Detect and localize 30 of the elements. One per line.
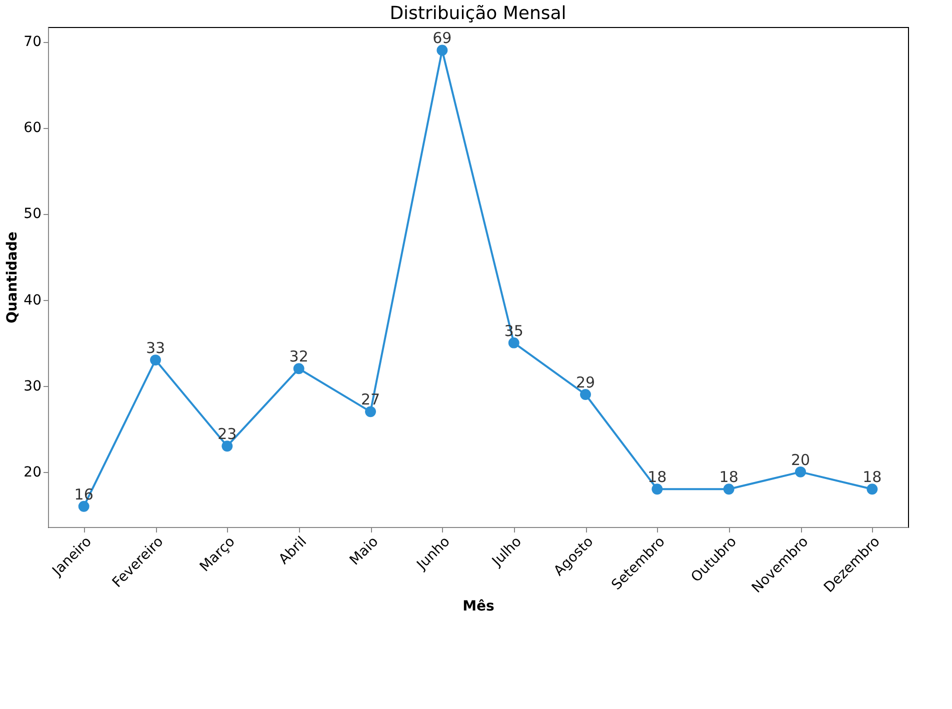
data-label: 33: [146, 339, 166, 358]
point: [508, 337, 520, 348]
point: [795, 466, 806, 478]
y-tick-label: 40: [24, 292, 42, 308]
point: [580, 389, 591, 400]
y-tick-label: 20: [24, 464, 42, 480]
data-label: 18: [648, 468, 667, 486]
point: [222, 440, 233, 452]
data-label: 69: [432, 29, 452, 48]
y-axis-title: Quantidade: [4, 232, 21, 324]
chart-title: Distribuição Mensal: [390, 3, 566, 24]
point: [866, 484, 878, 495]
y-tick-label: 60: [24, 120, 42, 136]
data-label: 20: [790, 450, 810, 469]
x-axis-title: Mês: [462, 598, 494, 615]
point: [150, 354, 161, 366]
data-label: 23: [218, 425, 237, 444]
point: [78, 500, 90, 512]
point: [293, 363, 304, 374]
point: [365, 406, 376, 418]
data-label: 18: [862, 468, 882, 486]
point: [436, 44, 448, 56]
data-label: 32: [289, 348, 308, 366]
y-tick-label: 70: [24, 34, 42, 50]
data-label: 29: [576, 373, 596, 392]
point: [652, 484, 663, 495]
y-tick-label: 30: [24, 378, 42, 394]
point: [723, 484, 734, 495]
y-tick-label: 50: [24, 206, 42, 222]
data-label: 18: [719, 468, 738, 486]
